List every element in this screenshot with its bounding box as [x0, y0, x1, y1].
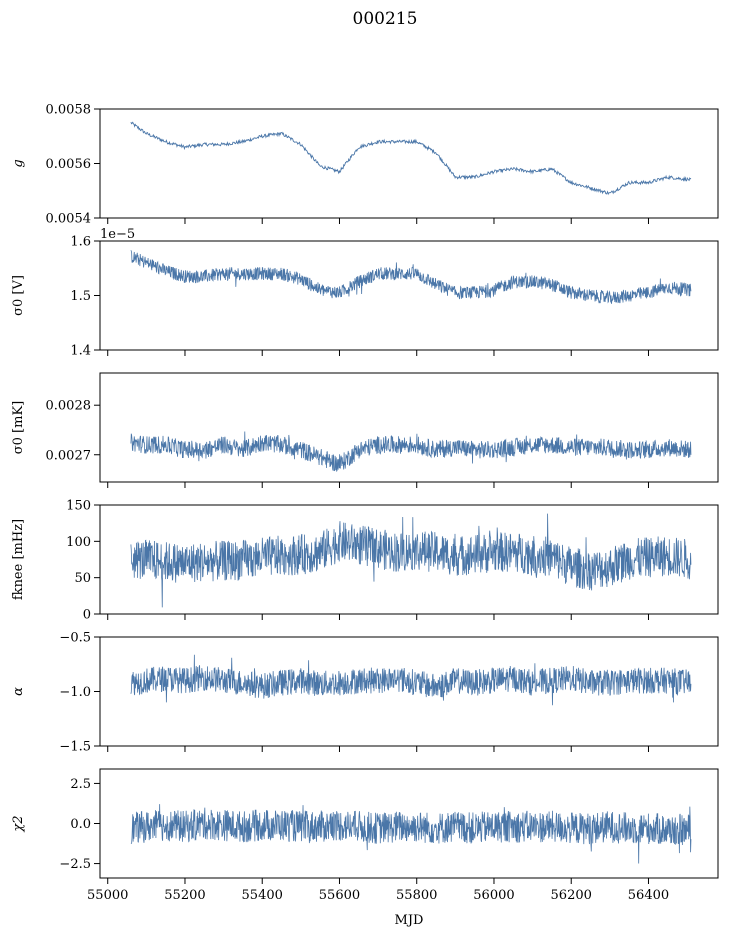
y-tick-label-alpha: −1.5	[59, 740, 91, 755]
series-line-g	[130, 121, 692, 196]
panel-fknee: 0 50 100 150 fknee [mHz]	[11, 499, 719, 623]
y-tick-label-fknee: 150	[66, 499, 91, 514]
x-tick-label: 55600	[319, 888, 360, 903]
series-line-fknee	[130, 513, 692, 608]
x-tick-label: 56200	[551, 888, 592, 903]
y-tick-label-sigma-mk: 0.0027	[46, 448, 92, 463]
y-tick-label-chi2: 0.0	[70, 817, 91, 832]
x-tick-label: 55800	[396, 888, 437, 903]
y-tick-label-sigma-mk: 0.0028	[46, 399, 92, 414]
y-tick-label-sigma-v: 1.4	[70, 344, 91, 359]
series-line-sigma-v	[130, 250, 692, 304]
series-line-chi2	[130, 804, 692, 864]
y-tick-label-chi2: 2.5	[70, 777, 91, 792]
panel-alpha: −1.5 −1.0 −0.5 α	[11, 631, 719, 755]
series-line-alpha	[130, 654, 692, 706]
x-tick-label: 55000	[87, 888, 128, 903]
y-tick-label-sigma-v: 1.5	[70, 289, 91, 304]
axes-frame-fknee	[99, 504, 719, 615]
x-tick-label: 55200	[164, 888, 205, 903]
y-tick-label-fknee: 0	[83, 608, 91, 623]
panel-g: 0.0054 0.0056 0.0058 g	[11, 103, 719, 227]
y-tick-label-alpha: −1.0	[59, 685, 91, 700]
panel-sigma-mk: 0.0027 0.0028 σ0 [mK]	[11, 372, 719, 488]
panel-chi2: −2.5 0.0 2.5 χ2 55000 55200 55400 55600 55800 560…	[11, 768, 719, 903]
panel-sigma-v: 1.4 1.5 1.6 1e−5 σ0 [V]	[11, 227, 719, 359]
y-tick-label-sigma-v: 1.6	[70, 235, 91, 250]
y-tick-label-g: 0.0054	[46, 212, 92, 227]
y-tick-label-fknee: 50	[74, 571, 91, 586]
y-tick-label-g: 0.0058	[46, 103, 92, 118]
y-axis-label-fknee: fknee [mHz]	[11, 519, 26, 600]
y-axis-label-sigma-v: σ0 [V]	[11, 275, 26, 316]
x-tick-label: 56400	[628, 888, 669, 903]
panels: 0.0054 0.0056 0.0058 g 1.4 1.5 1.6 1e−5 σ0 [V] 0.…	[11, 103, 719, 903]
offset-text-sigma-v: 1e−5	[100, 227, 135, 242]
y-tick-label-chi2: −2.5	[59, 857, 91, 872]
y-tick-label-alpha: −0.5	[59, 631, 91, 646]
axes-frame-sigma-mk	[99, 372, 719, 483]
x-tick-label: 55400	[242, 888, 283, 903]
y-tick-label-g: 0.0056	[46, 157, 92, 172]
figure-title: 000215	[353, 9, 418, 29]
x-axis-label: MJD	[395, 913, 424, 928]
y-axis-label-chi2: χ2	[11, 815, 26, 832]
y-axis-label-alpha: α	[11, 687, 26, 696]
series-line-sigma-mk	[130, 431, 692, 472]
y-axis-label-sigma-mk: σ0 [mK]	[11, 401, 26, 454]
y-tick-label-fknee: 100	[66, 535, 91, 550]
axes-frame-g	[99, 108, 719, 219]
y-axis-label-g: g	[11, 159, 26, 167]
x-tick-label: 56000	[473, 888, 514, 903]
